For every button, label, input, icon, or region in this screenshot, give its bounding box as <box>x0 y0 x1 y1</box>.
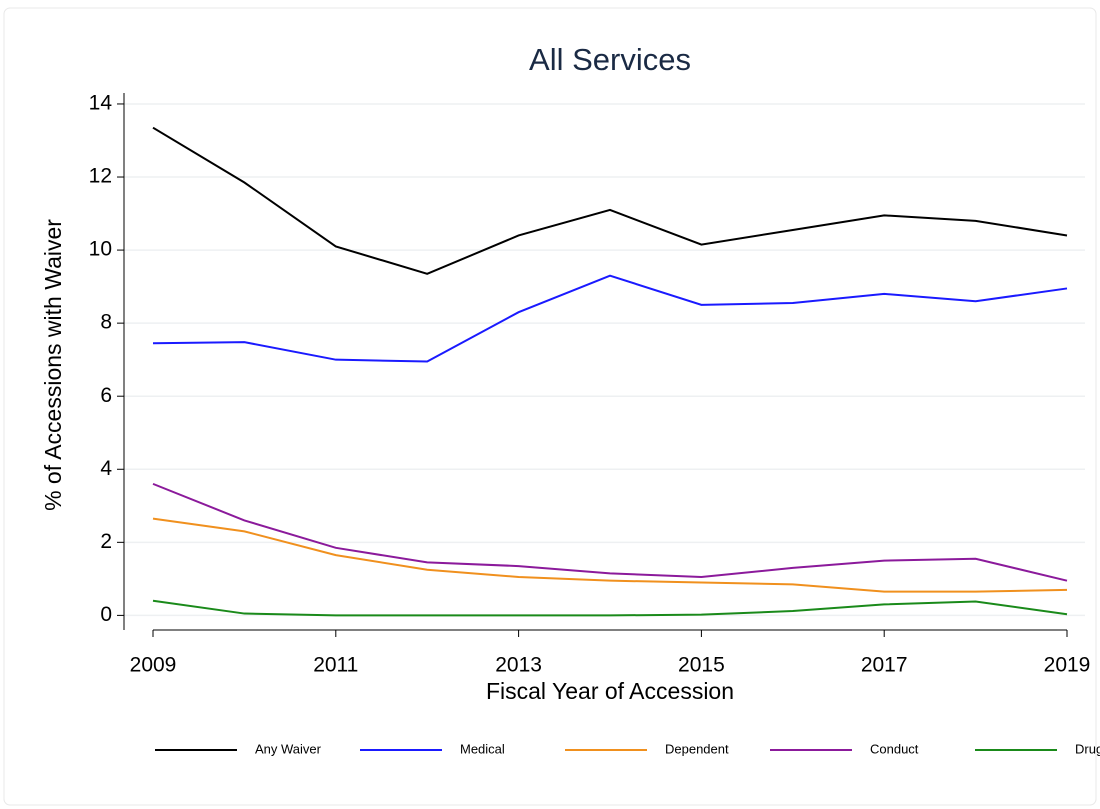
y-tick-label: 12 <box>89 165 112 188</box>
series-line <box>152 599 1068 617</box>
y-tick-label: 8 <box>100 311 112 334</box>
y-tick-label: 10 <box>89 238 112 261</box>
series-line <box>152 126 1068 275</box>
y-axis-label: % of Accessions with Waiver <box>40 219 66 511</box>
chart-title: All Services <box>529 42 691 77</box>
y-tick-label: 6 <box>100 384 112 407</box>
x-tick-label: 2017 <box>861 654 908 677</box>
y-tick-label: 0 <box>100 603 112 626</box>
legend-label: Drug <box>1075 741 1100 756</box>
series-line <box>152 517 1068 593</box>
y-tick-label: 14 <box>89 92 113 115</box>
legend-label: Conduct <box>870 741 919 756</box>
x-tick-label: 2009 <box>130 654 177 677</box>
x-axis-label: Fiscal Year of Accession <box>486 678 734 704</box>
y-tick-label: 4 <box>100 457 112 480</box>
x-tick-label: 2015 <box>678 654 725 677</box>
series-line <box>152 274 1068 363</box>
x-tick-label: 2013 <box>495 654 542 677</box>
legend-label: Medical <box>460 741 505 756</box>
x-tick-label: 2019 <box>1044 654 1091 677</box>
x-tick-label: 2011 <box>313 654 358 677</box>
series-line <box>152 482 1068 582</box>
legend-label: Any Waiver <box>255 741 322 756</box>
frame <box>3 7 1097 806</box>
legend-label: Dependent <box>665 741 729 756</box>
y-tick-label: 2 <box>100 530 112 553</box>
